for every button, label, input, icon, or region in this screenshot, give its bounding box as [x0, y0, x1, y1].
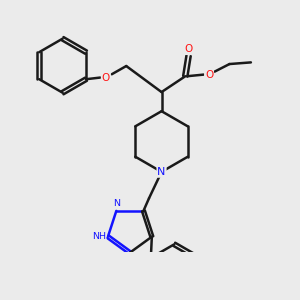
Text: NH: NH: [92, 232, 106, 241]
Text: N: N: [158, 167, 166, 177]
Text: O: O: [205, 70, 213, 80]
Text: N: N: [113, 199, 120, 208]
Text: O: O: [184, 44, 193, 54]
Text: O: O: [102, 73, 110, 82]
